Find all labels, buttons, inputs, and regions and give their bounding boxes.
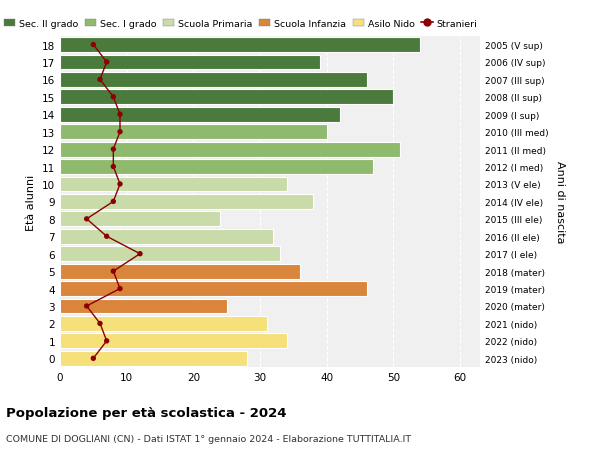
Bar [60,107,340,123]
Point [115,285,125,292]
Bar [60,316,266,331]
Bar [60,73,367,88]
Point [102,337,112,345]
Point [109,146,118,153]
Point [115,112,125,119]
Bar [60,351,247,366]
Point [89,355,98,362]
Bar [60,90,394,105]
Point [115,129,125,136]
Bar [60,281,367,297]
Point [109,163,118,171]
Bar [60,247,280,262]
Point [109,94,118,101]
Point [109,198,118,206]
Point [102,233,112,241]
Point [95,77,105,84]
Point [135,251,145,258]
Bar [60,299,227,313]
Bar [60,56,320,70]
Point [82,302,91,310]
Point [95,320,105,327]
Text: Popolazione per età scolastica - 2024: Popolazione per età scolastica - 2024 [6,406,287,419]
Bar [60,264,300,279]
Bar [60,38,420,53]
Bar [60,230,274,244]
Legend: Sec. II grado, Sec. I grado, Scuola Primaria, Scuola Infanzia, Asilo Nido, Stran: Sec. II grado, Sec. I grado, Scuola Prim… [4,20,478,29]
Y-axis label: Età alunni: Età alunni [26,174,37,230]
Bar [60,125,326,140]
Text: COMUNE DI DOGLIANI (CN) - Dati ISTAT 1° gennaio 2024 - Elaborazione TUTTITALIA.I: COMUNE DI DOGLIANI (CN) - Dati ISTAT 1° … [6,434,411,443]
Bar [60,142,400,157]
Bar [60,177,287,192]
Point [109,268,118,275]
Bar [60,160,373,174]
Point [102,59,112,67]
Bar [60,334,287,348]
Y-axis label: Anni di nascita: Anni di nascita [555,161,565,243]
Bar [60,212,220,227]
Point [82,216,91,223]
Point [89,42,98,49]
Bar [60,195,313,209]
Point [115,181,125,188]
